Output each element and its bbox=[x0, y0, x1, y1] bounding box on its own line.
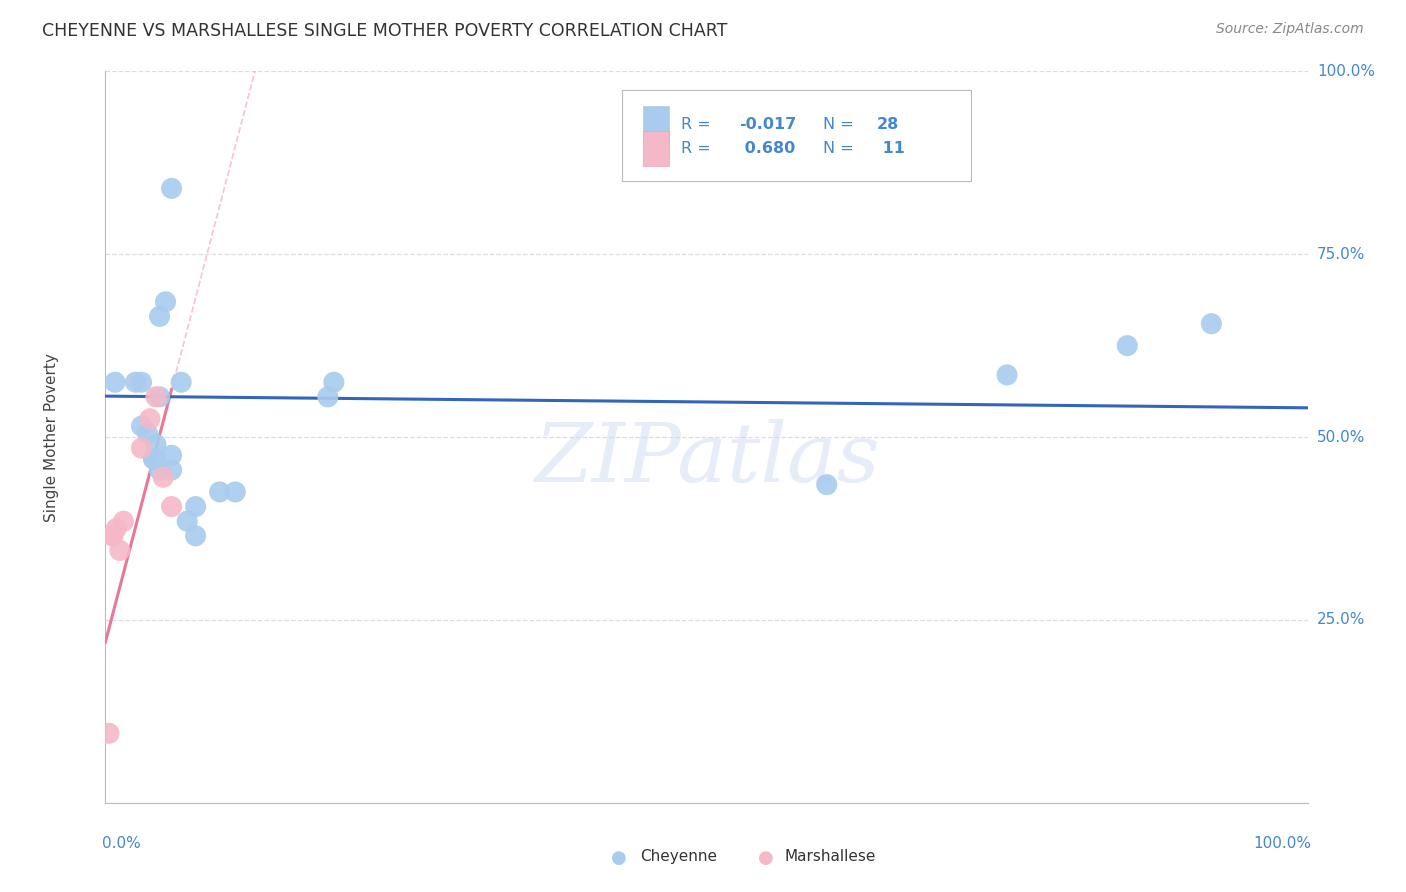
Point bbox=[148, 390, 170, 404]
Point bbox=[160, 181, 183, 195]
Text: ●: ● bbox=[610, 849, 627, 867]
Point bbox=[145, 390, 167, 404]
Text: Cheyenne: Cheyenne bbox=[640, 849, 717, 864]
Bar bbox=[643, 131, 669, 167]
Text: N =: N = bbox=[823, 141, 859, 156]
Point bbox=[105, 521, 128, 535]
Point bbox=[184, 529, 207, 543]
Point bbox=[112, 514, 135, 528]
Text: Marshallese: Marshallese bbox=[785, 849, 876, 864]
Point bbox=[139, 412, 162, 426]
Point bbox=[101, 529, 124, 543]
Text: R =: R = bbox=[682, 141, 716, 156]
Text: Single Mother Poverty: Single Mother Poverty bbox=[44, 352, 59, 522]
Point bbox=[148, 463, 170, 477]
Text: -0.017: -0.017 bbox=[740, 117, 796, 131]
Point bbox=[152, 470, 174, 484]
Point bbox=[142, 452, 165, 467]
Point bbox=[131, 441, 153, 455]
Text: 28: 28 bbox=[877, 117, 900, 131]
Point bbox=[322, 376, 344, 390]
Point bbox=[155, 294, 177, 309]
FancyBboxPatch shape bbox=[623, 90, 972, 181]
Text: 11: 11 bbox=[877, 141, 905, 156]
Text: ZIPatlas: ZIPatlas bbox=[534, 419, 879, 499]
Point bbox=[815, 477, 838, 491]
Point bbox=[136, 426, 159, 441]
Point bbox=[995, 368, 1018, 382]
Text: CHEYENNE VS MARSHALLESE SINGLE MOTHER POVERTY CORRELATION CHART: CHEYENNE VS MARSHALLESE SINGLE MOTHER PO… bbox=[42, 22, 727, 40]
Text: ●: ● bbox=[758, 849, 775, 867]
Point bbox=[170, 376, 193, 390]
Text: 100.0%: 100.0% bbox=[1253, 836, 1312, 851]
Point bbox=[1201, 317, 1223, 331]
Point bbox=[160, 500, 183, 514]
Point bbox=[142, 452, 165, 467]
Point bbox=[160, 449, 183, 463]
Point bbox=[101, 529, 124, 543]
Point bbox=[224, 485, 246, 500]
Text: 50.0%: 50.0% bbox=[1317, 430, 1365, 444]
Point bbox=[160, 463, 183, 477]
Point bbox=[124, 376, 146, 390]
Text: 100.0%: 100.0% bbox=[1317, 64, 1375, 78]
Bar bbox=[643, 106, 669, 142]
Point bbox=[184, 500, 207, 514]
Text: N =: N = bbox=[823, 117, 859, 131]
Point bbox=[131, 419, 153, 434]
Point bbox=[148, 310, 170, 324]
Text: 75.0%: 75.0% bbox=[1317, 247, 1365, 261]
Text: 0.0%: 0.0% bbox=[101, 836, 141, 851]
Point bbox=[131, 376, 153, 390]
Point bbox=[104, 376, 127, 390]
Text: Source: ZipAtlas.com: Source: ZipAtlas.com bbox=[1216, 22, 1364, 37]
Text: R =: R = bbox=[682, 117, 716, 131]
Point bbox=[98, 726, 121, 740]
Point bbox=[316, 390, 339, 404]
Point bbox=[1116, 338, 1139, 352]
Point bbox=[145, 437, 167, 451]
Point bbox=[145, 452, 167, 467]
Point bbox=[176, 514, 198, 528]
Text: 25.0%: 25.0% bbox=[1317, 613, 1365, 627]
Point bbox=[108, 543, 131, 558]
Point bbox=[208, 485, 231, 500]
Text: 0.680: 0.680 bbox=[740, 141, 796, 156]
